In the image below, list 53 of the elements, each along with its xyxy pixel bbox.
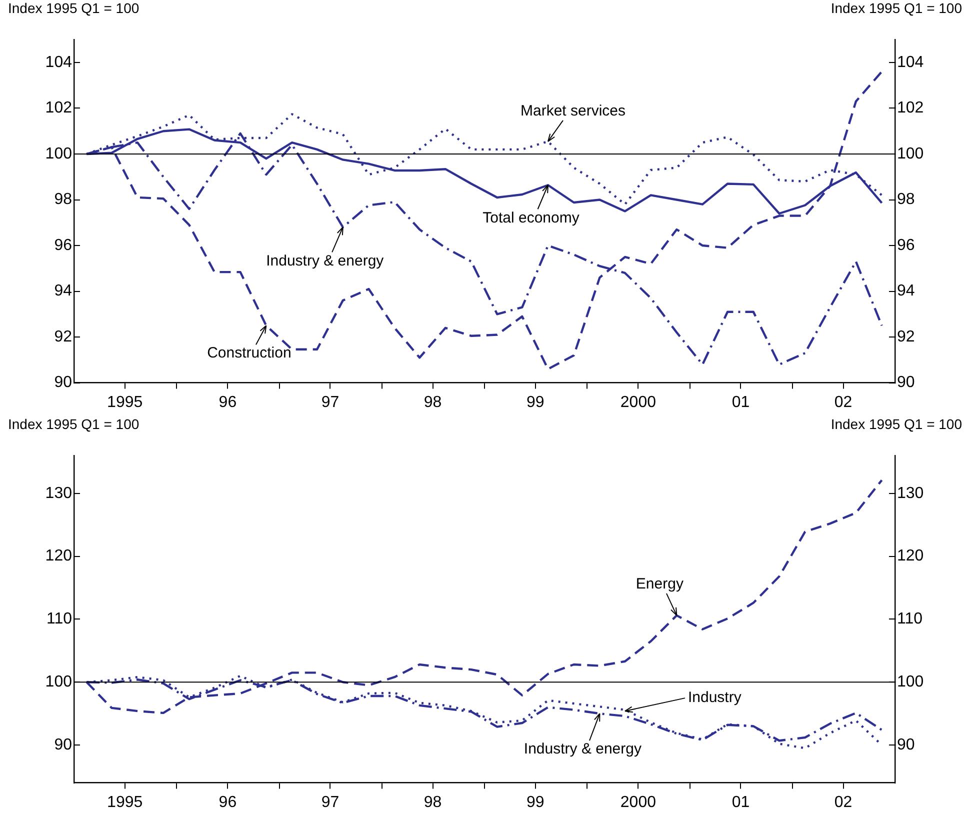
y-tick-label: 98 (54, 191, 72, 208)
y-tick-label: 102 (45, 100, 72, 117)
x-tick-label: 97 (321, 394, 340, 411)
y2-tick-label: 94 (897, 282, 915, 300)
annotation: Construction (207, 344, 292, 362)
y-tick-label: 94 (54, 282, 72, 300)
annotation: Energy (636, 576, 684, 593)
y2-tick-label: 100 (897, 674, 924, 691)
y2-tick-label: 100 (897, 145, 924, 162)
y-tick-label: 104 (45, 54, 72, 71)
y2-tick-label: 130 (897, 484, 924, 502)
annotation: Industry (688, 689, 742, 706)
y-tick-label: 90 (54, 736, 72, 754)
y2-axis-title: Index 1995 Q1 = 100 (830, 0, 962, 16)
x-tick-label: 02 (834, 394, 852, 411)
x-tick-label: 98 (424, 794, 442, 811)
y-axis-title: Index 1995 Q1 = 100 (8, 0, 140, 16)
y2-tick-label: 90 (897, 736, 915, 754)
x-tick-label: 02 (834, 794, 852, 811)
x-tick-label: 98 (424, 394, 442, 411)
x-tick-label: 01 (732, 794, 750, 811)
annotation: Industry & energy (524, 740, 642, 758)
y-tick-label: 96 (54, 236, 72, 254)
annotation: Total economy (482, 209, 580, 226)
x-tick-label: 99 (526, 394, 544, 411)
annotation: Industry & energy (266, 252, 384, 270)
y2-tick-label: 102 (897, 100, 924, 117)
y-tick-label: 120 (45, 548, 72, 565)
y-tick-label: 100 (45, 145, 72, 162)
y2-axis-title: Index 1995 Q1 = 100 (830, 416, 962, 432)
y2-tick-label: 104 (897, 54, 924, 71)
y-tick-label: 92 (54, 328, 72, 346)
x-tick-label: 1995 (107, 794, 143, 811)
x-tick-label: 96 (218, 794, 237, 811)
x-tick-label: 99 (526, 794, 544, 811)
y2-tick-label: 96 (897, 236, 915, 254)
y-tick-label: 130 (45, 484, 72, 502)
x-tick-label: 01 (732, 394, 750, 411)
x-tick-label: 97 (321, 794, 340, 811)
y-tick-label: 110 (46, 610, 72, 628)
annotation: Market services (520, 102, 626, 120)
x-tick-label: 2000 (620, 794, 656, 811)
y2-tick-label: 98 (897, 191, 915, 208)
y2-tick-label: 120 (897, 548, 924, 565)
y2-tick-label: 92 (897, 328, 915, 346)
y2-tick-label: 90 (897, 374, 915, 392)
y-axis-title: Index 1995 Q1 = 100 (8, 416, 140, 432)
y2-tick-label: 110 (897, 610, 923, 628)
y-tick-label: 100 (45, 674, 72, 691)
x-tick-label: 96 (218, 394, 237, 411)
x-tick-label: 1995 (107, 394, 143, 411)
y-tick-label: 90 (54, 374, 72, 392)
x-tick-label: 2000 (620, 394, 656, 411)
